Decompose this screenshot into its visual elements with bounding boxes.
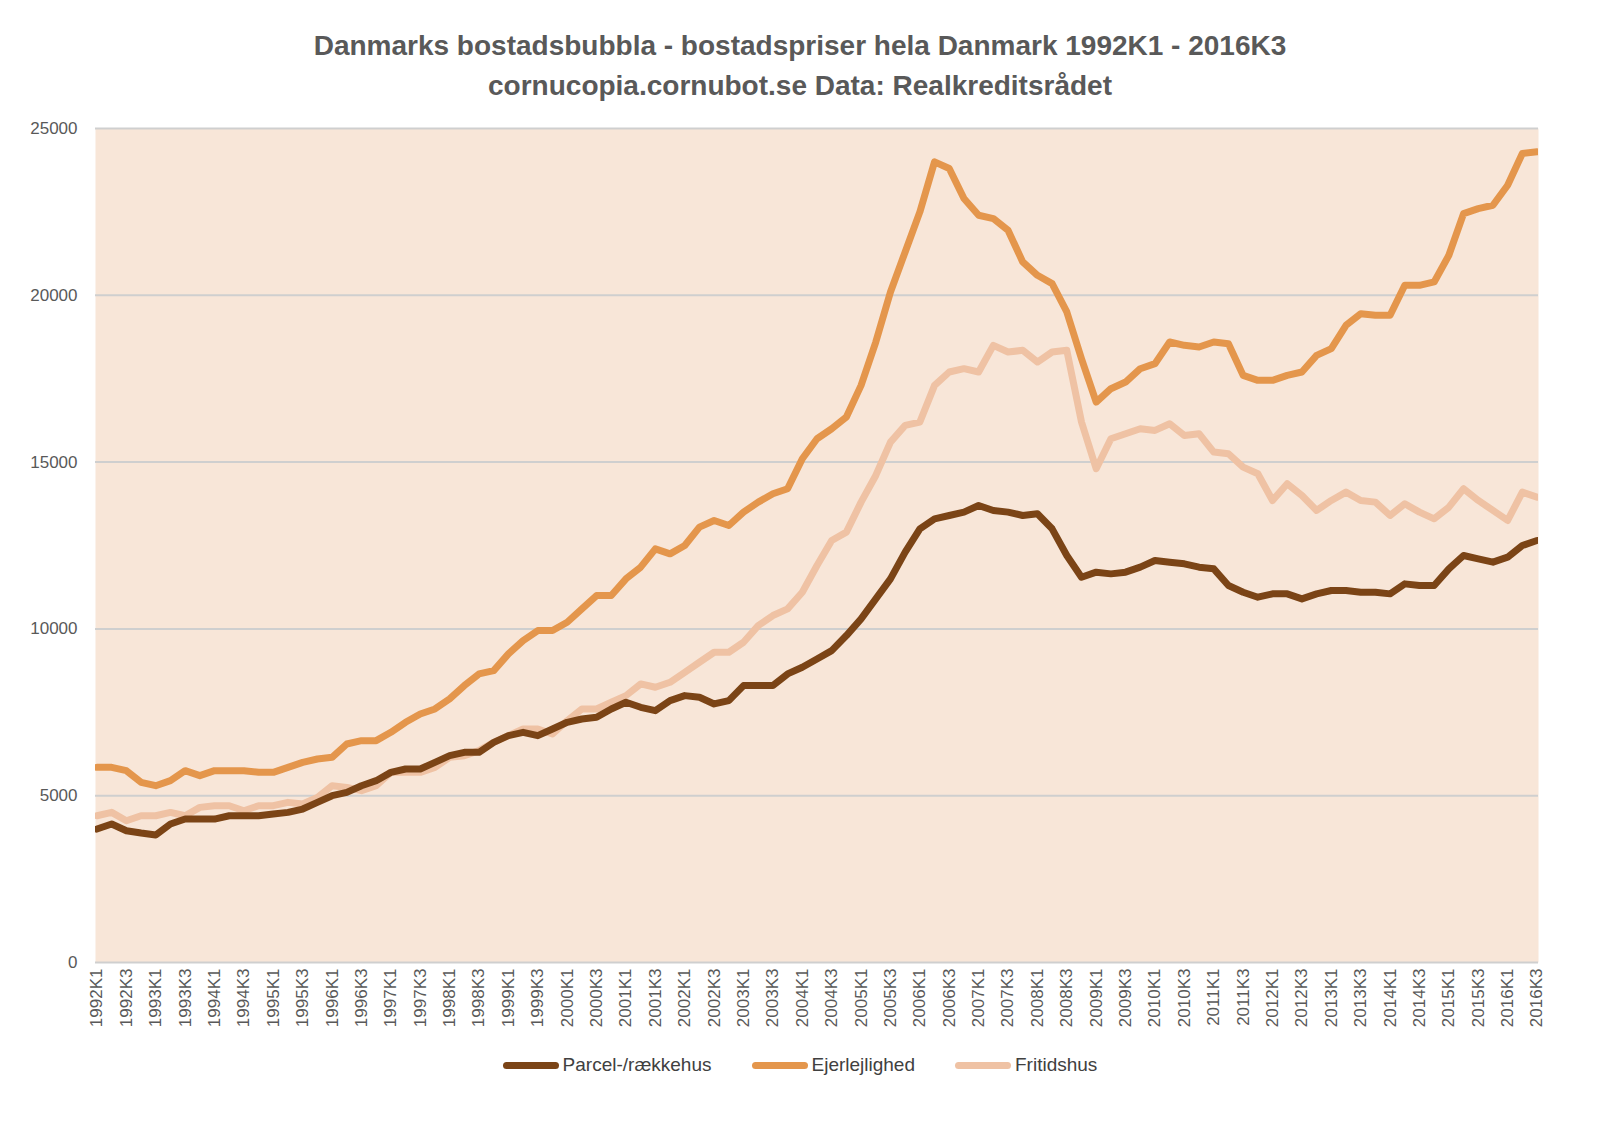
svg-text:2010K3: 2010K3 (1175, 969, 1194, 1028)
svg-text:2003K1: 2003K1 (734, 969, 753, 1028)
svg-text:1998K3: 1998K3 (469, 969, 488, 1028)
svg-text:2002K1: 2002K1 (675, 969, 694, 1028)
svg-text:10000: 10000 (30, 619, 77, 638)
svg-text:2008K3: 2008K3 (1057, 969, 1076, 1028)
html-text:Fritidshus: Fritidshus (1015, 1054, 1098, 1075)
svg-text:2004K3: 2004K3 (822, 969, 841, 1028)
svg-text:2013K3: 2013K3 (1351, 969, 1370, 1028)
html-text:Danmarks bostadsbubbla - bosta: Danmarks bostadsbubbla - bostadspriser h… (313, 30, 1287, 61)
svg-text:2001K3: 2001K3 (646, 969, 665, 1028)
svg-text:1998K1: 1998K1 (440, 969, 459, 1028)
svg-text:0: 0 (68, 953, 77, 972)
svg-text:15000: 15000 (30, 453, 77, 472)
svg-text:2000K3: 2000K3 (587, 969, 606, 1028)
svg-text:2006K1: 2006K1 (910, 969, 929, 1028)
svg-text:1999K3: 1999K3 (528, 969, 547, 1028)
svg-text:2015K3: 2015K3 (1469, 969, 1488, 1028)
svg-text:5000: 5000 (40, 786, 78, 805)
svg-text:2009K1: 2009K1 (1087, 969, 1106, 1028)
svg-text:2010K1: 2010K1 (1145, 969, 1164, 1028)
svg-text:2016K3: 2016K3 (1527, 969, 1546, 1028)
svg-text:2011K1: 2011K1 (1204, 969, 1223, 1026)
svg-text:2002K3: 2002K3 (705, 969, 724, 1028)
svg-text:2007K1: 2007K1 (969, 969, 988, 1028)
svg-text:1993K3: 1993K3 (176, 969, 195, 1028)
svg-text:2014K1: 2014K1 (1381, 969, 1400, 1028)
svg-text:1995K3: 1995K3 (293, 969, 312, 1028)
svg-text:1999K1: 1999K1 (499, 969, 518, 1028)
svg-text:2006K3: 2006K3 (940, 969, 959, 1028)
svg-text:25000: 25000 (30, 120, 77, 138)
svg-text:1996K3: 1996K3 (352, 969, 371, 1028)
svg-text:2007K3: 2007K3 (998, 969, 1017, 1028)
svg-text:2011K3: 2011K3 (1234, 969, 1253, 1026)
svg-text:2013K1: 2013K1 (1322, 969, 1341, 1028)
svg-text:1992K3: 1992K3 (117, 969, 136, 1028)
svg-text:2012K1: 2012K1 (1263, 969, 1282, 1028)
svg-text:2000K1: 2000K1 (558, 969, 577, 1028)
svg-text:1995K1: 1995K1 (264, 969, 283, 1028)
svg-text:1997K1: 1997K1 (381, 969, 400, 1028)
html-text:cornucopia.cornubot.se Data: R: cornucopia.cornubot.se Data: Realkredits… (488, 70, 1112, 101)
svg-text:2009K3: 2009K3 (1116, 969, 1135, 1028)
svg-text:2015K1: 2015K1 (1439, 969, 1458, 1028)
html-text:Ejerlejlighed: Ejerlejlighed (811, 1054, 915, 1075)
svg-text:20000: 20000 (30, 286, 77, 305)
svg-text:2016K1: 2016K1 (1498, 969, 1517, 1028)
svg-text:1994K1: 1994K1 (205, 969, 224, 1028)
svg-text:2005K1: 2005K1 (852, 969, 871, 1028)
svg-text:1997K3: 1997K3 (411, 969, 430, 1028)
svg-text:1996K1: 1996K1 (323, 969, 342, 1028)
svg-text:2008K1: 2008K1 (1028, 969, 1047, 1028)
svg-text:1992K1: 1992K1 (87, 969, 106, 1028)
svg-text:2004K1: 2004K1 (793, 969, 812, 1028)
svg-text:1993K1: 1993K1 (146, 969, 165, 1028)
html-text:Parcel-/rækkehus: Parcel-/rækkehus (562, 1054, 712, 1075)
svg-text:2014K3: 2014K3 (1410, 969, 1429, 1028)
svg-text:2005K3: 2005K3 (881, 969, 900, 1028)
svg-text:2003K3: 2003K3 (763, 969, 782, 1028)
svg-text:2012K3: 2012K3 (1292, 969, 1311, 1028)
svg-text:2001K1: 2001K1 (616, 969, 635, 1028)
svg-text:1994K3: 1994K3 (234, 969, 253, 1028)
